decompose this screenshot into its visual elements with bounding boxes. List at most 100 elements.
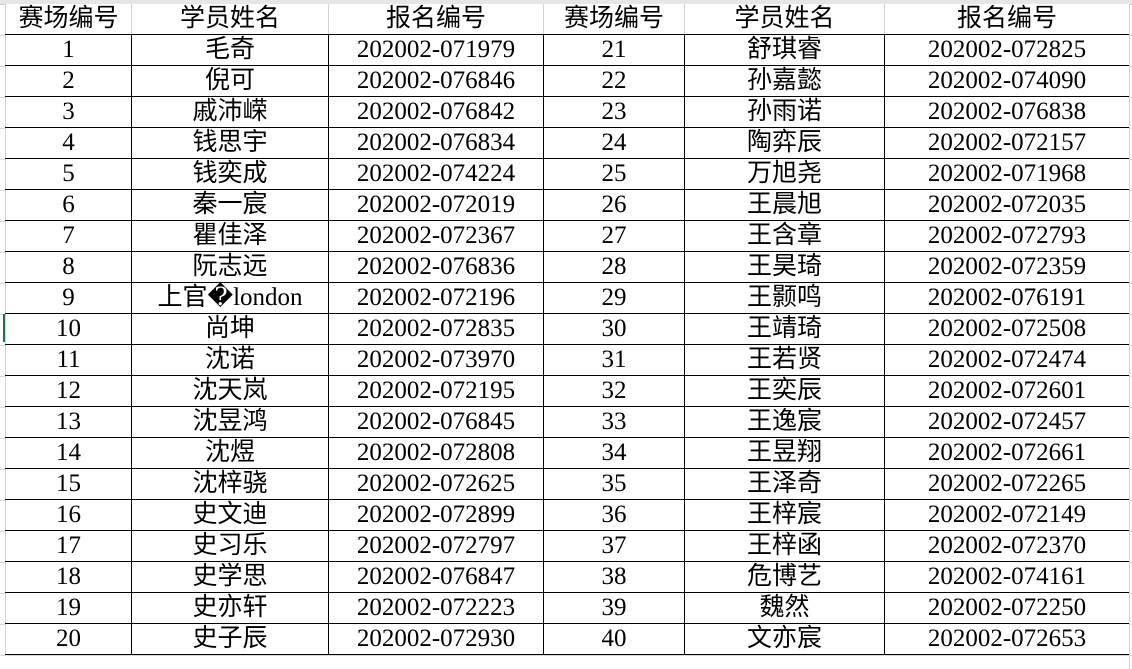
cell-venue-no[interactable]: 23 xyxy=(543,96,685,128)
cell-venue-no[interactable]: 39 xyxy=(543,592,685,624)
cell-registration-no[interactable]: 202002-072149 xyxy=(884,499,1130,531)
cell-student-name[interactable]: 王梓函 xyxy=(684,530,885,562)
cell-student-name[interactable]: 王靖琦 xyxy=(684,313,885,345)
cell-venue-no[interactable]: 28 xyxy=(543,251,685,283)
cell-registration-no[interactable]: 202002-074161 xyxy=(884,561,1130,593)
cell-venue-no[interactable]: 18 xyxy=(5,561,132,593)
cell-student-name[interactable]: 王颢鸣 xyxy=(684,282,885,314)
cell-registration-no[interactable]: 202002-072250 xyxy=(884,592,1130,624)
cell-registration-no[interactable]: 202002-072508 xyxy=(884,313,1130,345)
cell-registration-no[interactable]: 202002-072661 xyxy=(884,437,1130,469)
cell-student-name[interactable]: 王梓宸 xyxy=(684,499,885,531)
cell-student-name[interactable]: 尚坤 xyxy=(131,313,329,345)
cell-venue-no[interactable]: 31 xyxy=(543,344,685,376)
cell-student-name[interactable]: 魏然 xyxy=(684,592,885,624)
cell-venue-no[interactable]: 30 xyxy=(543,313,685,345)
cell-student-name[interactable]: 戚沛嵘 xyxy=(131,96,329,128)
cell-registration-no[interactable]: 202002-072474 xyxy=(884,344,1130,376)
cell-student-name[interactable]: 陶弈辰 xyxy=(684,127,885,159)
cell-student-name[interactable]: 秦一宸 xyxy=(131,189,329,221)
cell-venue-no[interactable]: 2 xyxy=(5,65,132,97)
cell-student-name[interactable]: 王晨旭 xyxy=(684,189,885,221)
cell-venue-no[interactable]: 1 xyxy=(5,34,132,66)
cell-student-name[interactable]: 孙雨诺 xyxy=(684,96,885,128)
cell-student-name[interactable]: 危博艺 xyxy=(684,561,885,593)
cell-venue-no[interactable]: 15 xyxy=(5,468,132,500)
header-student-name[interactable]: 学员姓名 xyxy=(131,4,329,35)
header-registration-no[interactable]: 报名编号 xyxy=(328,4,544,35)
cell-venue-no[interactable]: 25 xyxy=(543,158,685,190)
cell-student-name[interactable]: 史子辰 xyxy=(131,623,329,655)
cell-venue-no[interactable]: 7 xyxy=(5,220,132,252)
header-student-name-2[interactable]: 学员姓名 xyxy=(684,4,885,35)
cell-student-name[interactable]: 王泽奇 xyxy=(684,468,885,500)
cell-registration-no[interactable]: 202002-072825 xyxy=(884,34,1130,66)
cell-registration-no[interactable]: 202002-072653 xyxy=(884,623,1130,655)
cell-venue-no[interactable]: 36 xyxy=(543,499,685,531)
cell-student-name[interactable]: 文亦宸 xyxy=(684,623,885,655)
cell-venue-no[interactable]: 12 xyxy=(5,375,132,407)
cell-registration-no[interactable]: 202002-076846 xyxy=(328,65,544,97)
cell-venue-no[interactable]: 13 xyxy=(5,406,132,438)
cell-registration-no[interactable]: 202002-072793 xyxy=(884,220,1130,252)
cell-student-name[interactable]: 沈诺 xyxy=(131,344,329,376)
cell-student-name[interactable]: 万旭尧 xyxy=(684,158,885,190)
cell-registration-no[interactable]: 202002-072625 xyxy=(328,468,544,500)
cell-registration-no[interactable]: 202002-074090 xyxy=(884,65,1130,97)
cell-venue-no[interactable]: 10 xyxy=(5,313,132,345)
cell-registration-no[interactable]: 202002-072035 xyxy=(884,189,1130,221)
cell-registration-no[interactable]: 202002-072157 xyxy=(884,127,1130,159)
cell-registration-no[interactable]: 202002-072808 xyxy=(328,437,544,469)
cell-registration-no[interactable]: 202002-072367 xyxy=(328,220,544,252)
cell-venue-no[interactable]: 40 xyxy=(543,623,685,655)
cell-registration-no[interactable]: 202002-076836 xyxy=(328,251,544,283)
cell-registration-no[interactable]: 202002-076845 xyxy=(328,406,544,438)
header-registration-no-2[interactable]: 报名编号 xyxy=(884,4,1130,35)
cell-registration-no[interactable]: 202002-071968 xyxy=(884,158,1130,190)
cell-registration-no[interactable]: 202002-076191 xyxy=(884,282,1130,314)
cell-student-name[interactable]: 王昱翔 xyxy=(684,437,885,469)
cell-venue-no[interactable]: 17 xyxy=(5,530,132,562)
cell-student-name[interactable]: 史文迪 xyxy=(131,499,329,531)
cell-venue-no[interactable]: 3 xyxy=(5,96,132,128)
cell-venue-no[interactable]: 6 xyxy=(5,189,132,221)
cell-registration-no[interactable]: 202002-072899 xyxy=(328,499,544,531)
cell-venue-no[interactable]: 20 xyxy=(5,623,132,655)
cell-student-name[interactable]: 毛奇 xyxy=(131,34,329,66)
cell-registration-no[interactable]: 202002-072370 xyxy=(884,530,1130,562)
cell-registration-no[interactable]: 202002-072223 xyxy=(328,592,544,624)
cell-venue-no[interactable]: 38 xyxy=(543,561,685,593)
cell-registration-no[interactable]: 202002-072457 xyxy=(884,406,1130,438)
cell-venue-no[interactable]: 16 xyxy=(5,499,132,531)
cell-venue-no[interactable]: 34 xyxy=(543,437,685,469)
cell-venue-no[interactable]: 8 xyxy=(5,251,132,283)
header-venue-no-2[interactable]: 赛场编号 xyxy=(543,4,685,35)
cell-student-name[interactable]: 钱思宇 xyxy=(131,127,329,159)
cell-student-name[interactable]: 倪可 xyxy=(131,65,329,97)
cell-student-name[interactable]: 史学思 xyxy=(131,561,329,593)
cell-registration-no[interactable]: 202002-072930 xyxy=(328,623,544,655)
cell-student-name[interactable]: 沈昱鸿 xyxy=(131,406,329,438)
header-venue-no[interactable]: 赛场编号 xyxy=(5,4,132,35)
cell-student-name[interactable]: 史亦轩 xyxy=(131,592,329,624)
cell-student-name[interactable]: 王奕辰 xyxy=(684,375,885,407)
cell-venue-no[interactable]: 35 xyxy=(543,468,685,500)
cell-student-name[interactable]: 沈煜 xyxy=(131,437,329,469)
cell-venue-no[interactable]: 26 xyxy=(543,189,685,221)
cell-student-name[interactable]: 王含章 xyxy=(684,220,885,252)
cell-student-name[interactable]: 王若贤 xyxy=(684,344,885,376)
cell-student-name[interactable]: 王逸宸 xyxy=(684,406,885,438)
cell-venue-no[interactable]: 37 xyxy=(543,530,685,562)
cell-registration-no[interactable]: 202002-072195 xyxy=(328,375,544,407)
cell-venue-no[interactable]: 27 xyxy=(543,220,685,252)
cell-registration-no[interactable]: 202002-073970 xyxy=(328,344,544,376)
cell-registration-no[interactable]: 202002-076834 xyxy=(328,127,544,159)
cell-venue-no[interactable]: 14 xyxy=(5,437,132,469)
cell-student-name[interactable]: 钱奕成 xyxy=(131,158,329,190)
cell-student-name[interactable]: 上官�london xyxy=(131,282,329,314)
cell-venue-no[interactable]: 33 xyxy=(543,406,685,438)
cell-venue-no[interactable]: 29 xyxy=(543,282,685,314)
cell-venue-no[interactable]: 19 xyxy=(5,592,132,624)
cell-registration-no[interactable]: 202002-076838 xyxy=(884,96,1130,128)
next-column[interactable] xyxy=(1129,4,1132,669)
